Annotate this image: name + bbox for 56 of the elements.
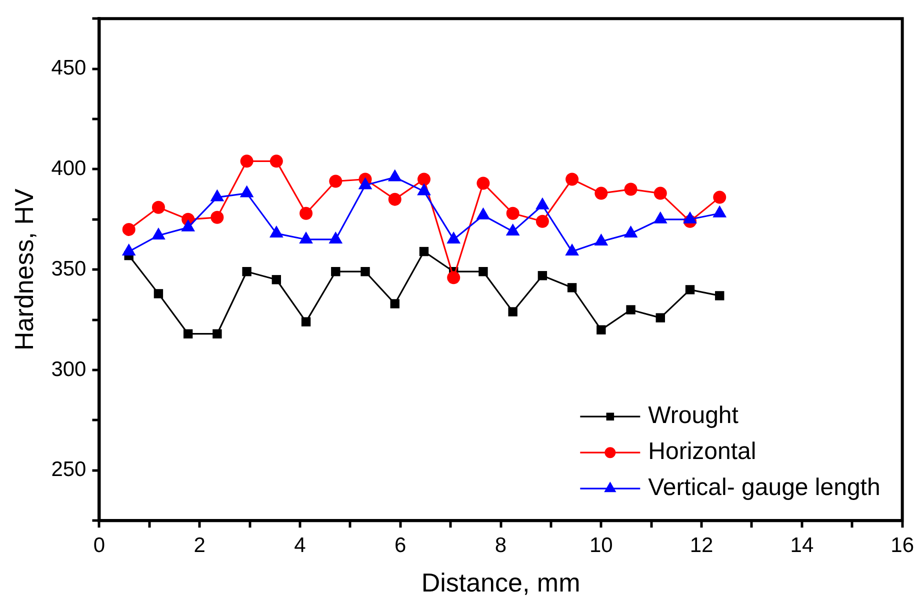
legend-label: Vertical- gauge length xyxy=(648,474,880,502)
y-axis-title: Hardness, HV xyxy=(8,188,39,351)
y-tick-label: 450 xyxy=(51,56,86,80)
y-tick-label: 250 xyxy=(51,458,86,482)
x-tick-label: 0 xyxy=(93,534,106,557)
point xyxy=(390,299,400,308)
point xyxy=(536,214,549,228)
x-tick-label: 10 xyxy=(589,534,613,557)
y-tick-label: 300 xyxy=(51,358,86,381)
point xyxy=(447,271,460,284)
legend-label: Wrought xyxy=(648,402,739,430)
point xyxy=(331,267,340,276)
point xyxy=(476,176,490,190)
y-tick-label: 400 xyxy=(51,156,86,180)
point xyxy=(272,275,282,284)
legend-label: Horizontal xyxy=(648,438,756,466)
point xyxy=(388,192,402,206)
point xyxy=(715,291,724,300)
point xyxy=(538,271,548,280)
point xyxy=(566,172,579,186)
point xyxy=(626,305,636,314)
x-tick-label: 4 xyxy=(294,534,306,557)
point xyxy=(656,313,665,322)
point xyxy=(270,154,283,168)
point xyxy=(624,182,638,196)
point xyxy=(152,200,165,214)
point xyxy=(300,206,313,220)
point xyxy=(685,285,695,294)
point xyxy=(242,267,252,276)
point xyxy=(508,307,518,316)
point xyxy=(654,186,667,200)
point xyxy=(506,206,520,220)
x-tick-label: 2 xyxy=(194,534,206,557)
point xyxy=(122,222,136,236)
point xyxy=(154,289,164,298)
x-axis-title: Distance, mm xyxy=(421,568,580,598)
point xyxy=(360,267,370,276)
point xyxy=(329,174,342,188)
point xyxy=(419,246,429,256)
point xyxy=(478,267,488,276)
x-tick-label: 8 xyxy=(494,534,507,557)
point xyxy=(183,329,193,338)
point xyxy=(596,325,606,334)
point xyxy=(212,329,222,338)
x-tick-label: 12 xyxy=(690,534,714,557)
x-tick-label: 16 xyxy=(890,534,914,557)
point xyxy=(301,317,311,326)
point xyxy=(417,172,430,186)
point xyxy=(567,283,577,292)
y-tick-label: 350 xyxy=(51,257,86,280)
point xyxy=(594,186,608,200)
point xyxy=(210,210,224,224)
x-tick-label: 6 xyxy=(394,534,406,557)
point xyxy=(240,154,254,168)
x-tick-label: 14 xyxy=(790,534,814,557)
point xyxy=(713,190,726,204)
